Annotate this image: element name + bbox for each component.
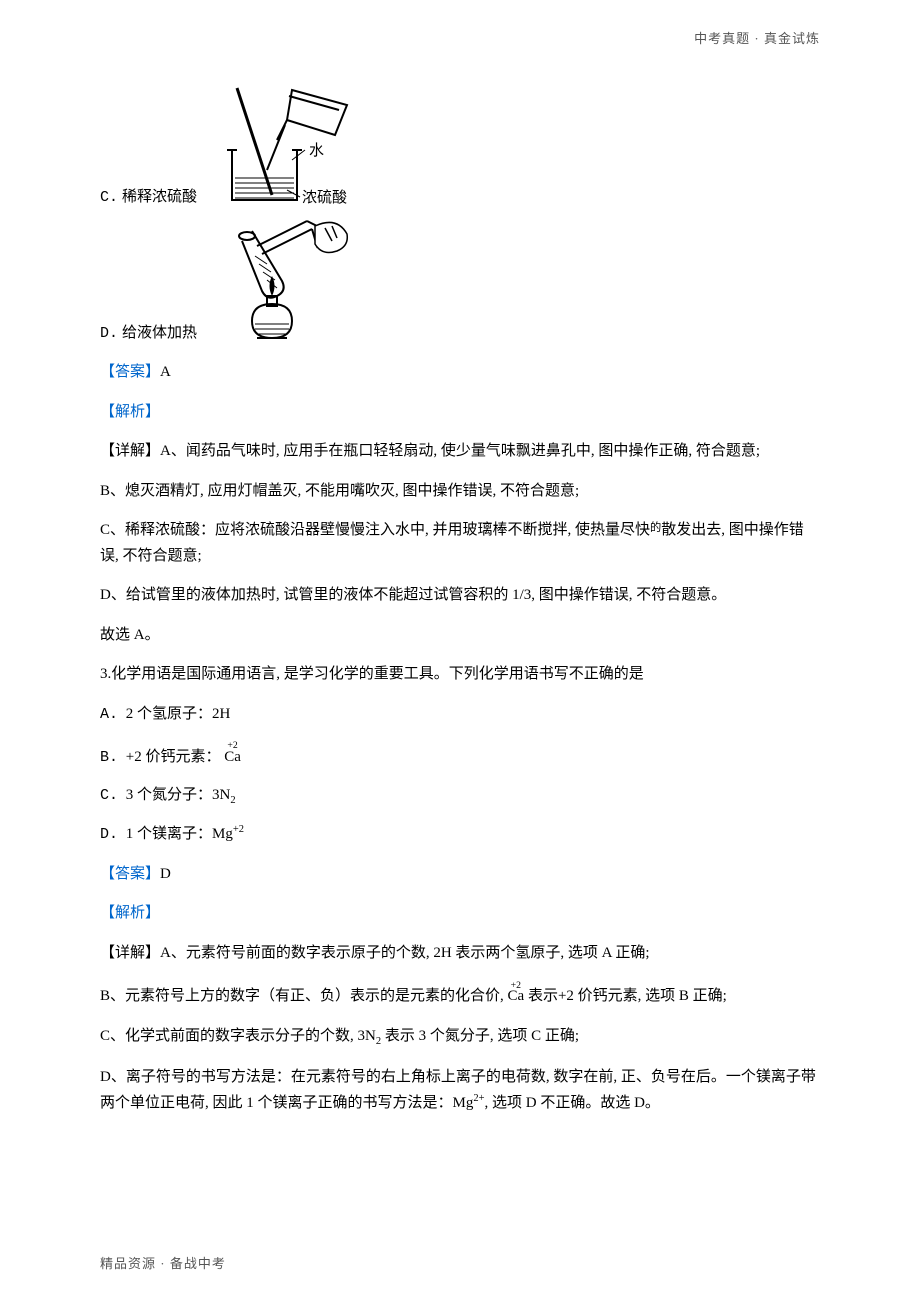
heat-liquid-diagram xyxy=(197,216,357,346)
q3-d-prefix: D. xyxy=(100,826,118,843)
q3-option-c: C. 3 个氮分子：3N2 xyxy=(100,783,820,810)
detail-3-b: B、元素符号上方的数字（有正、负）表示的是元素的化合价, +2Ca 表示+2 价… xyxy=(100,984,820,1010)
q3-option-d: D. 1 个镁离子：Mg+2 xyxy=(100,821,820,848)
q3-b-ca: +2 Ca xyxy=(224,750,241,765)
diagram-water-label: 水 xyxy=(309,142,324,159)
detail-2-end: 故选 A。 xyxy=(100,623,820,649)
answer-3: 【答案】D xyxy=(100,862,820,888)
page-footer: 精品资源 · 备战中考 xyxy=(100,1253,226,1272)
q3-a-prefix: A. xyxy=(100,706,118,723)
detail-2-a: 【详解】A、闻药品气味时, 应用手在瓶口轻轻扇动, 使少量气味飘进鼻孔中, 图中… xyxy=(100,439,820,465)
q3-option-b: B. +2 价钙元素： +2 Ca xyxy=(100,745,820,771)
q3-c-prefix: C. xyxy=(100,787,118,804)
diagram-acid-label: 浓硫酸 xyxy=(302,189,347,206)
q3-c-text-1: 3 个氮分子：3N xyxy=(126,787,231,803)
q3-options: A. 2 个氢原子：2H B. +2 价钙元素： +2 Ca C. 3 个氮分子… xyxy=(100,702,820,848)
analysis-2-label: 【解析】 xyxy=(100,400,820,426)
q3-b-ca-top: +2 xyxy=(227,741,237,751)
option-c-row: C. 稀释浓硫酸 xyxy=(100,80,820,210)
q3-c-sub: 2 xyxy=(230,795,235,806)
page: 中考真题 · 真金试炼 C. 稀释浓硫酸 xyxy=(0,0,920,1302)
detail-2-b: B、熄灭酒精灯, 应用灯帽盖灭, 不能用嘴吹灭, 图中操作错误, 不符合题意; xyxy=(100,479,820,505)
analysis-3-label: 【解析】 xyxy=(100,905,160,921)
option-d-label: 给液体加热 xyxy=(122,321,197,347)
answer-3-label: 【答案】 xyxy=(100,866,160,882)
q3-d-sup: +2 xyxy=(233,824,244,835)
detail-3-d-2: , 选项 D 不正确。故选 D。 xyxy=(485,1095,660,1111)
q3-a-text: 2 个氢原子：2H xyxy=(126,706,231,722)
detail-2-c-de: 的 xyxy=(650,522,661,534)
content-body: C. 稀释浓硫酸 xyxy=(100,80,820,1117)
detail-3-d-1: D、离子符号的书写方法是：在元素符号的右上角标上离子的电荷数, 数字在前, 正、… xyxy=(100,1069,816,1112)
answer-2: 【答案】A xyxy=(100,360,820,386)
answer-3-value: D xyxy=(160,866,171,882)
detail-3-d: D、离子符号的书写方法是：在元素符号的右上角标上离子的电荷数, 数字在前, 正、… xyxy=(100,1065,820,1117)
detail-3-b-ca-top: +2 xyxy=(511,981,521,991)
q3-b-ca-base: Ca xyxy=(224,749,241,765)
answer-label: 【答案】 xyxy=(100,364,160,380)
option-c-label: 稀释浓硫酸 xyxy=(122,185,197,211)
analysis-label: 【解析】 xyxy=(100,404,160,420)
dilute-acid-diagram: 水 浓硫酸 xyxy=(197,80,357,210)
detail-3-c-2: 表示 3 个氮分子, 选项 C 正确; xyxy=(381,1028,579,1044)
q3-b-prefix: B. xyxy=(100,749,118,766)
detail-3-c-1: C、化学式前面的数字表示分子的个数, 3N xyxy=(100,1028,376,1044)
detail-3-b-2: 表示+2 价钙元素, 选项 B 正确; xyxy=(524,988,727,1004)
option-c-prefix: C. xyxy=(100,185,118,211)
answer-2-value: A xyxy=(160,364,171,380)
q3-option-a: A. 2 个氢原子：2H xyxy=(100,702,820,728)
detail-3-c: C、化学式前面的数字表示分子的个数, 3N2 表示 3 个氮分子, 选项 C 正… xyxy=(100,1024,820,1051)
q3-d-text-1: 1 个镁离子：Mg xyxy=(126,826,233,842)
detail-2-d: D、给试管里的液体加热时, 试管里的液体不能超过试管容积的 1/3, 图中操作错… xyxy=(100,583,820,609)
detail-2-c-part1: C、稀释浓硫酸：应将浓硫酸沿器壁慢慢注入水中, 并用玻璃棒不断搅拌, 使热量尽快 xyxy=(100,522,650,538)
page-header: 中考真题 · 真金试炼 xyxy=(694,28,820,47)
detail-3-d-sup: 2+ xyxy=(473,1093,484,1104)
option-d-prefix: D. xyxy=(100,321,118,347)
detail-3-a: 【详解】A、元素符号前面的数字表示原子的个数, 2H 表示两个氢原子, 选项 A… xyxy=(100,941,820,967)
detail-3-b-1: B、元素符号上方的数字（有正、负）表示的是元素的化合价, xyxy=(100,988,508,1004)
detail-2-c: C、稀释浓硫酸：应将浓硫酸沿器壁慢慢注入水中, 并用玻璃棒不断搅拌, 使热量尽快… xyxy=(100,518,820,569)
q3-stem: 3.化学用语是国际通用语言, 是学习化学的重要工具。下列化学用语书写不正确的是 xyxy=(100,662,820,688)
option-d-row: D. 给液体加热 xyxy=(100,216,820,346)
detail-3-b-ca: +2Ca xyxy=(508,989,525,1004)
analysis-3-label-row: 【解析】 xyxy=(100,901,820,927)
detail-3-b-ca-base: Ca xyxy=(508,988,525,1004)
q3-b-text-1: +2 价钙元素： xyxy=(126,749,221,765)
